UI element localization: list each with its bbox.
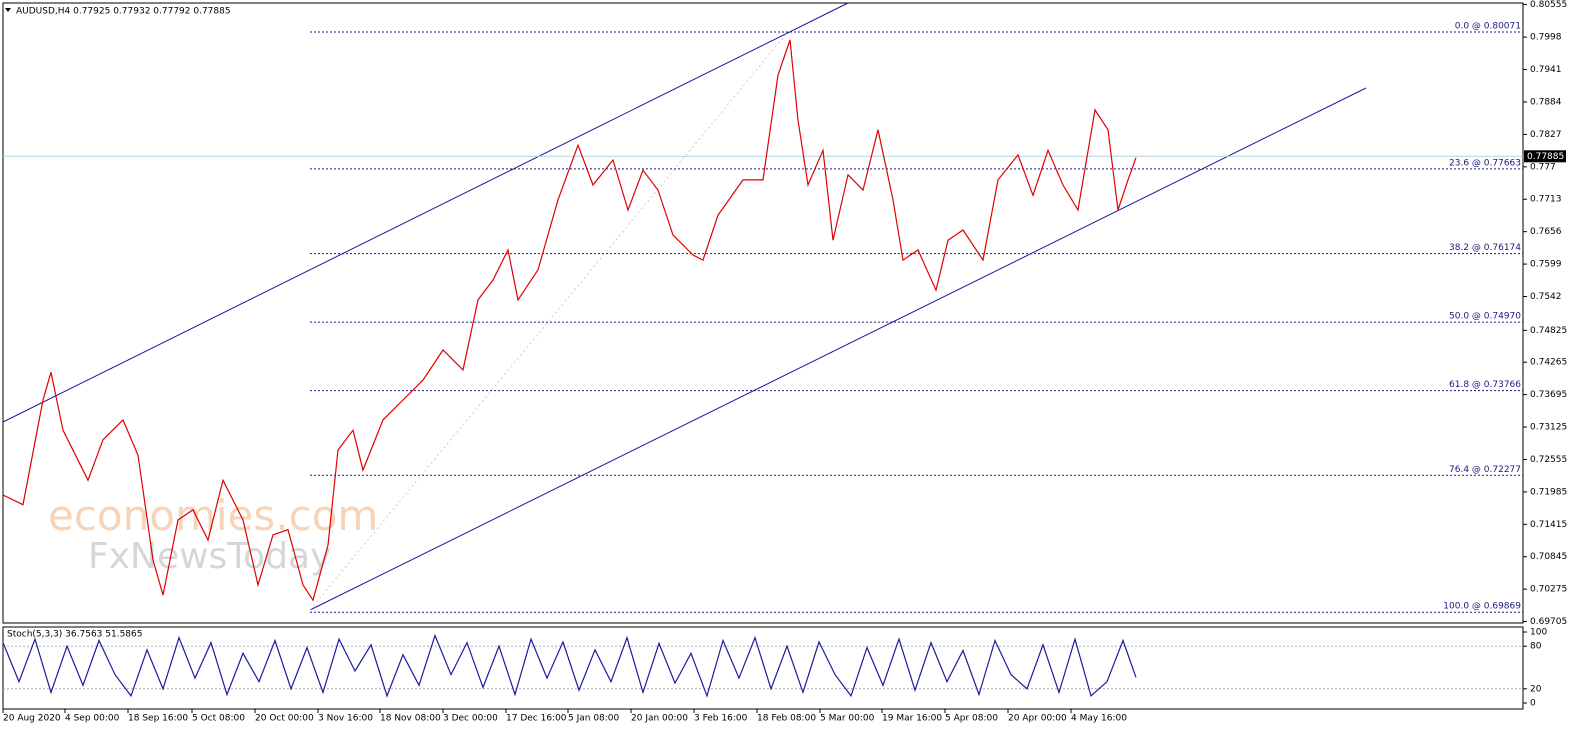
x-tick-label: 4 May 16:00 [1071, 714, 1127, 724]
fib-label: 76.4 @ 0.72277 [1449, 465, 1521, 475]
x-tick-label: 3 Dec 00:00 [443, 714, 498, 724]
y-tick-label: 0.71985 [1530, 487, 1567, 497]
fib-trend [309, 32, 788, 611]
fib-label: 61.8 @ 0.73766 [1449, 380, 1521, 390]
y-tick-label: 0.80555 [1530, 0, 1567, 10]
x-tick-label: 5 Jan 08:00 [568, 714, 620, 724]
y-tick-label: 0.70275 [1530, 585, 1567, 595]
y-tick-label: 0.73695 [1530, 390, 1567, 400]
main-frame [2, 2, 1524, 624]
title-arrow [5, 8, 11, 12]
watermark: economies.com [48, 491, 378, 540]
y-tick-label: 0.73125 [1530, 423, 1567, 433]
y-tick-label: 0.7713 [1530, 195, 1562, 205]
y-tick-label: 0.7941 [1530, 65, 1562, 75]
channel-upper [2, 2, 849, 423]
y-tick-label: 0.7827 [1530, 130, 1562, 140]
fib-label: 50.0 @ 0.74970 [1449, 312, 1521, 322]
fib-label: 0.0 @ 0.80071 [1455, 21, 1521, 31]
x-tick-label: 18 Feb 08:00 [757, 714, 816, 724]
stoch-y-tick-label: 20 [1530, 684, 1542, 694]
x-tick-label: 18 Nov 08:00 [380, 714, 441, 724]
stoch-line [2, 633, 1137, 698]
x-tick-label: 5 Oct 08:00 [192, 714, 245, 724]
x-tick-label: 3 Nov 16:00 [318, 714, 373, 724]
y-tick-label: 0.777 [1530, 162, 1556, 172]
fib-label: 23.6 @ 0.77663 [1449, 158, 1521, 168]
y-tick-label: 0.74265 [1530, 358, 1567, 368]
price-line [2, 39, 1137, 602]
x-tick-label: 4 Sep 00:00 [65, 714, 120, 724]
fib-label: 38.2 @ 0.76174 [1449, 243, 1521, 253]
channel-lower [309, 87, 1367, 611]
x-tick-label: 20 Apr 00:00 [1008, 714, 1067, 724]
x-tick-label: 19 Mar 16:00 [882, 714, 942, 724]
y-tick-label: 0.71415 [1530, 520, 1567, 530]
x-tick-label: 18 Sep 16:00 [128, 714, 188, 724]
y-tick-label: 0.74825 [1530, 326, 1567, 336]
y-tick-label: 0.7656 [1530, 227, 1562, 237]
x-tick-label: 5 Mar 00:00 [820, 714, 875, 724]
stoch-y-tick-label: 0 [1530, 699, 1536, 709]
y-tick-label: 0.7542 [1530, 292, 1562, 302]
x-tick-label: 20 Jan 00:00 [631, 714, 688, 724]
stoch-y-tick-label: 100 [1530, 628, 1547, 638]
stoch-y-tick-label: 80 [1530, 642, 1542, 652]
x-tick-label: 17 Dec 16:00 [506, 714, 567, 724]
y-tick-label: 0.7599 [1530, 260, 1562, 270]
y-tick-label: 0.7998 [1530, 33, 1562, 43]
stoch-frame [2, 626, 1524, 710]
chart-title: AUDUSD,H4 0.77925 0.77932 0.77792 0.7788… [16, 7, 231, 17]
current-price-label: 0.77885 [1527, 152, 1564, 162]
x-tick-label: 3 Feb 16:00 [694, 714, 748, 724]
y-tick-label: 0.72555 [1530, 455, 1567, 465]
stoch-title: Stoch(5,3,3) 36.7563 51.5865 [7, 630, 142, 640]
current-price-box [1524, 150, 1566, 163]
y-tick-label: 0.7884 [1530, 97, 1562, 107]
x-tick-label: 20 Oct 00:00 [255, 714, 314, 724]
y-tick-label: 0.70845 [1530, 552, 1567, 562]
x-tick-label: 20 Aug 2020 [3, 714, 61, 724]
y-tick-label: 0.69705 [1530, 617, 1567, 627]
fib-label: 100.0 @ 0.69869 [1443, 602, 1521, 612]
watermark: FxNewsToday [88, 536, 331, 577]
x-tick-label: 5 Apr 08:00 [945, 714, 998, 724]
